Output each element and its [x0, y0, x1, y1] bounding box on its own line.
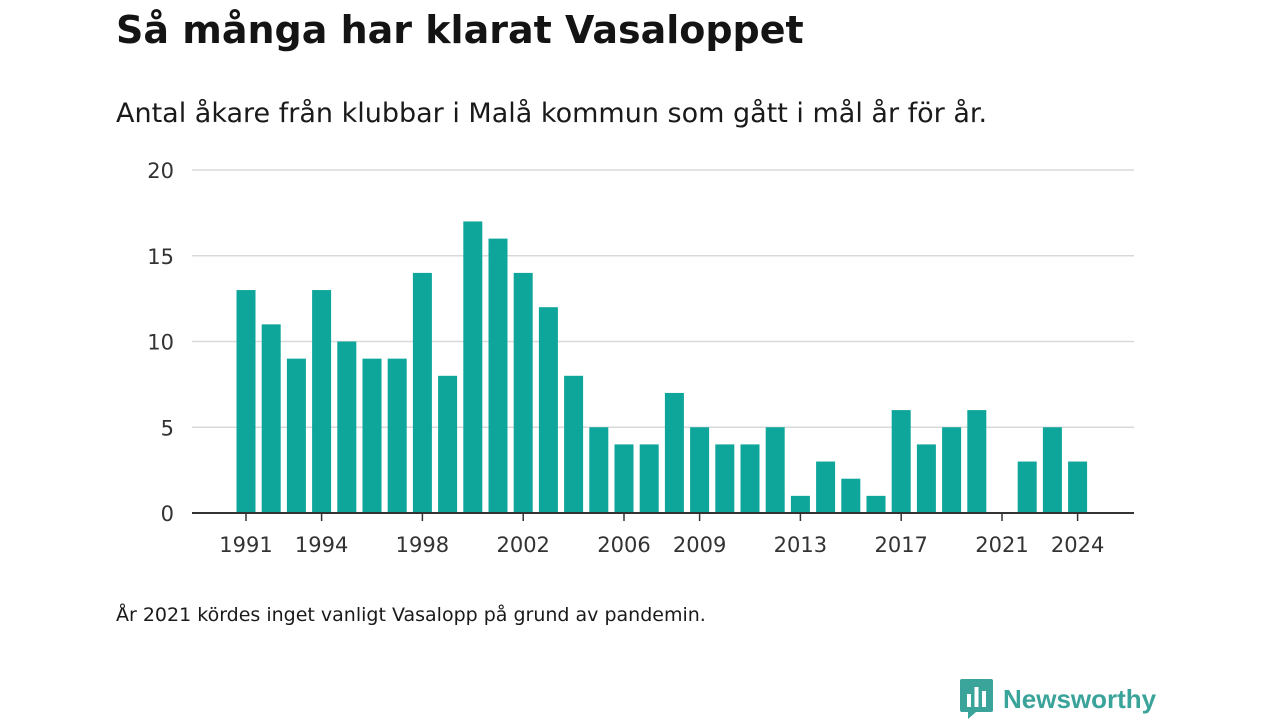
chart-note: År 2021 kördes inget vanligt Vasalopp på… — [116, 604, 706, 626]
brand: Newsworthy — [960, 679, 1156, 719]
bar-2002 — [513, 272, 533, 513]
bar-2022 — [1017, 461, 1037, 513]
bar-2010 — [715, 444, 735, 513]
bar-2024 — [1068, 461, 1088, 513]
bar-2015 — [841, 478, 861, 513]
bar-1992 — [261, 324, 281, 513]
bar-2017 — [891, 410, 911, 513]
bars — [236, 221, 1088, 513]
y-axis-ticks: 0 5 10 15 20 — [147, 159, 174, 526]
x-tick-label: 2021 — [975, 533, 1028, 557]
bar-2016 — [866, 495, 886, 513]
x-tick-label: 1991 — [219, 533, 272, 557]
bar-2000 — [463, 221, 483, 513]
y-tick-label: 0 — [161, 502, 174, 526]
x-tick-label: 2017 — [874, 533, 927, 557]
chart-subtitle: Antal åkare från klubbar i Malå kommun s… — [116, 98, 988, 129]
bar-2009 — [690, 427, 710, 513]
x-tick-label: 2002 — [496, 533, 549, 557]
bar-1999 — [438, 375, 458, 513]
newsworthy-logo-icon — [960, 679, 993, 719]
bar-2007 — [639, 444, 659, 513]
bar-2001 — [488, 238, 508, 513]
y-tick-label: 20 — [147, 159, 174, 183]
y-tick-label: 5 — [161, 416, 174, 440]
bar-2006 — [614, 444, 634, 513]
bar-2012 — [765, 427, 785, 513]
chart-title: Så många har klarat Vasaloppet — [116, 8, 804, 52]
bar-1995 — [337, 341, 357, 513]
x-tick-label: 2013 — [774, 533, 827, 557]
bar-1996 — [362, 358, 382, 513]
bar-2018 — [916, 444, 936, 513]
bar-2008 — [664, 392, 684, 513]
bar-chart: 0 5 10 15 20 1991 1994 1998 2002 2006 2009 2013 201… — [147, 159, 1134, 557]
x-tick-label: 1998 — [396, 533, 449, 557]
bar-1991 — [236, 290, 256, 513]
bar-2005 — [589, 427, 609, 513]
bar-2014 — [816, 461, 836, 513]
bar-2013 — [790, 495, 810, 513]
grid-lines — [192, 169, 1134, 428]
bar-1993 — [286, 358, 306, 513]
bar-2023 — [1042, 427, 1062, 513]
bar-1998 — [412, 272, 432, 513]
bar-2004 — [564, 375, 584, 513]
y-tick-label: 10 — [147, 331, 174, 355]
x-tick-label: 2024 — [1051, 533, 1104, 557]
x-axis-ticks: 1991 1994 1998 2002 2006 2009 2013 2017 2021 2024 — [219, 513, 1104, 557]
bar-2020 — [967, 410, 987, 513]
x-tick-label: 2009 — [673, 533, 726, 557]
bar-2019 — [942, 427, 962, 513]
y-tick-label: 15 — [147, 245, 174, 269]
x-tick-label: 1994 — [295, 533, 348, 557]
bar-2011 — [740, 444, 760, 513]
brand-name: Newsworthy — [1003, 683, 1157, 714]
bar-1994 — [312, 290, 332, 513]
x-tick-label: 2006 — [597, 533, 650, 557]
bar-1997 — [387, 358, 407, 513]
bar-2003 — [538, 307, 558, 513]
